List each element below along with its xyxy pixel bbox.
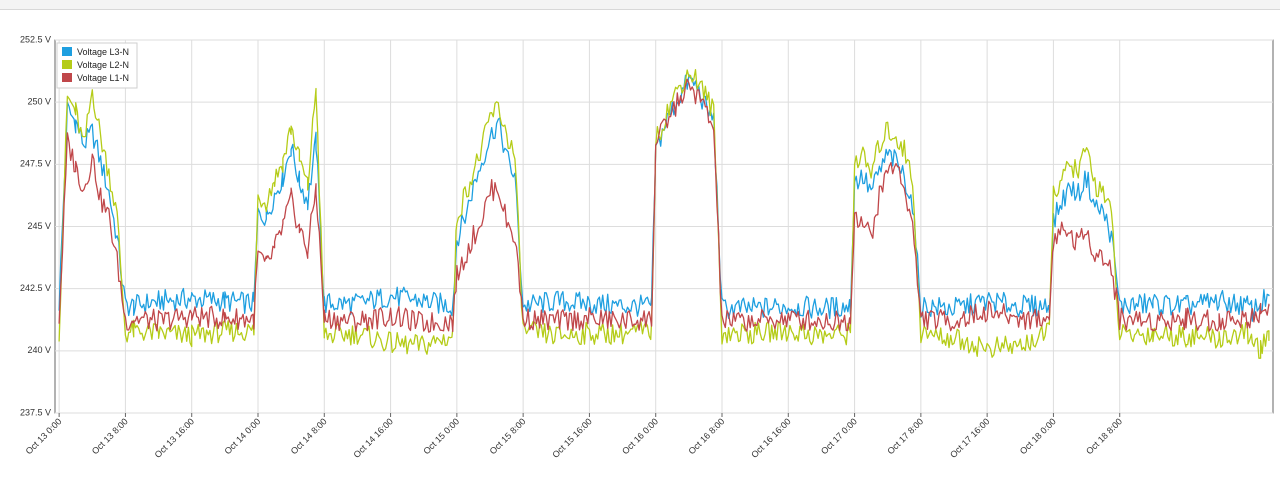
series-layer [58, 68, 1270, 359]
x-tick-label: Oct 15 0:00 [421, 416, 461, 456]
x-tick-label: Oct 14 8:00 [289, 416, 329, 456]
legend-label[interactable]: Voltage L2-N [77, 60, 129, 70]
y-tick-label: 240 V [27, 345, 51, 355]
x-tick-label: Oct 18 0:00 [1018, 416, 1058, 456]
x-tick-label: Oct 16 8:00 [686, 416, 726, 456]
legend[interactable]: Voltage L3-N Voltage L2-N Voltage L1-N [56, 42, 138, 89]
x-tick-label: Oct 16 16:00 [749, 416, 793, 460]
y-tick-label: 250 V [27, 97, 51, 107]
x-tick-label: Oct 14 0:00 [222, 416, 262, 456]
y-tick-label: 247.5 V [20, 159, 51, 169]
legend-label[interactable]: Voltage L3-N [77, 47, 129, 57]
y-tick-label: 237.5 V [20, 407, 51, 417]
legend-swatch [62, 73, 72, 82]
legend-swatch [62, 60, 72, 69]
x-tick-label: Oct 13 8:00 [90, 416, 130, 456]
x-tick-label: Oct 17 0:00 [819, 416, 859, 456]
x-tick-label: Oct 16 0:00 [620, 416, 660, 456]
x-tick-label: Oct 18 8:00 [1084, 416, 1124, 456]
x-tick-label: Oct 17 8:00 [885, 416, 925, 456]
legend-swatch [62, 47, 72, 56]
series-line-voltage-l2-n [58, 68, 1270, 359]
x-tick-label: Oct 13 16:00 [153, 416, 197, 460]
x-tick-label: Oct 15 16:00 [550, 416, 594, 460]
window-top-bar [0, 0, 1280, 10]
y-tick-label: 245 V [27, 221, 51, 231]
y-tick-label: 252.5 V [20, 34, 51, 44]
x-tick-label: Oct 13 0:00 [24, 416, 64, 456]
x-tick-label: Oct 17 16:00 [948, 416, 992, 460]
series-line-voltage-l1-n [58, 78, 1270, 333]
x-tick-label: Oct 15 8:00 [488, 416, 528, 456]
x-tick-label: Oct 14 16:00 [351, 416, 395, 460]
legend-label[interactable]: Voltage L1-N [77, 73, 129, 83]
y-tick-label: 242.5 V [20, 283, 51, 293]
